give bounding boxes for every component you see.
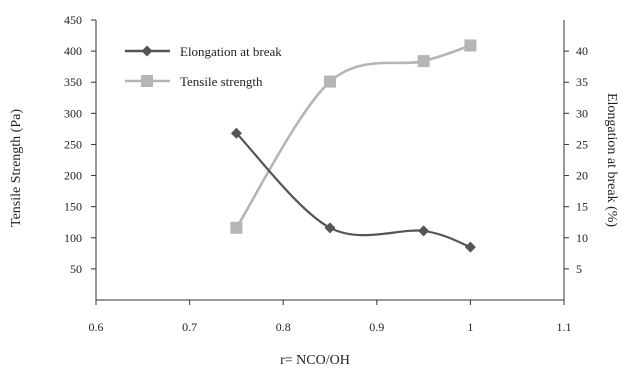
y-left-tick-label: 300 — [64, 106, 82, 120]
elongation-point — [324, 222, 336, 234]
y-right-tick-label: 10 — [576, 231, 588, 245]
tensile-point — [324, 75, 336, 88]
y-right-tick-label: 5 — [576, 262, 582, 276]
x-tick-label: 0.9 — [369, 320, 384, 334]
elongation-line — [235, 132, 471, 249]
y-left-tick-label: 150 — [64, 200, 82, 214]
legend-elongation-label: Elongation at break — [180, 44, 282, 59]
y-left-tick-label: 450 — [64, 13, 82, 27]
y-right-tick-label: 25 — [576, 137, 588, 151]
y-right-tick-label: 15 — [576, 200, 588, 214]
legend-layer: Elongation at break Tensile strength — [125, 44, 282, 89]
y-right-tick-label: 35 — [576, 75, 588, 89]
legend-tensile-label: Tensile strength — [180, 74, 263, 89]
x-tick-label: 0.6 — [89, 320, 104, 334]
elongation-point — [230, 127, 242, 139]
tensile-point — [230, 221, 243, 234]
x-tick-label: 1 — [467, 320, 473, 334]
y-right-axis-title: Elongation at break (%) — [604, 93, 619, 227]
y-right-tick-label: 20 — [576, 169, 588, 183]
tensile-line — [235, 44, 471, 229]
x-tick-label: 0.7 — [182, 320, 197, 334]
y-left-tick-label: 350 — [64, 75, 82, 89]
legend-tensile-marker — [141, 75, 153, 87]
x-axis-title: r= NCO/OH — [280, 353, 350, 368]
tensile-point — [464, 39, 477, 52]
ticks-layer: 0.6 0.7 0.8 0.9 1 1.1 50 100 150 200 250 300 350 400 4… — [64, 13, 588, 334]
y-left-axis-title: Tensile Strength (Pa) — [9, 109, 24, 227]
y-left-tick-label: 200 — [64, 169, 82, 183]
y-left-tick-label: 100 — [64, 231, 82, 245]
legend-elongation-marker — [141, 45, 153, 57]
y-left-tick-label: 250 — [64, 137, 82, 151]
axes-layer — [95, 20, 565, 301]
y-left-tick-label: 400 — [64, 44, 82, 58]
y-right-tick-label: 40 — [576, 44, 588, 58]
y-left-tick-label: 50 — [70, 262, 82, 276]
elongation-point — [418, 225, 430, 237]
x-tick-label: 0.8 — [276, 320, 291, 334]
elongation-point — [464, 241, 476, 253]
x-tick-label: 1.1 — [557, 320, 572, 334]
y-right-tick-label: 30 — [576, 106, 588, 120]
tensile-point — [417, 55, 430, 68]
series-layer — [230, 39, 477, 253]
